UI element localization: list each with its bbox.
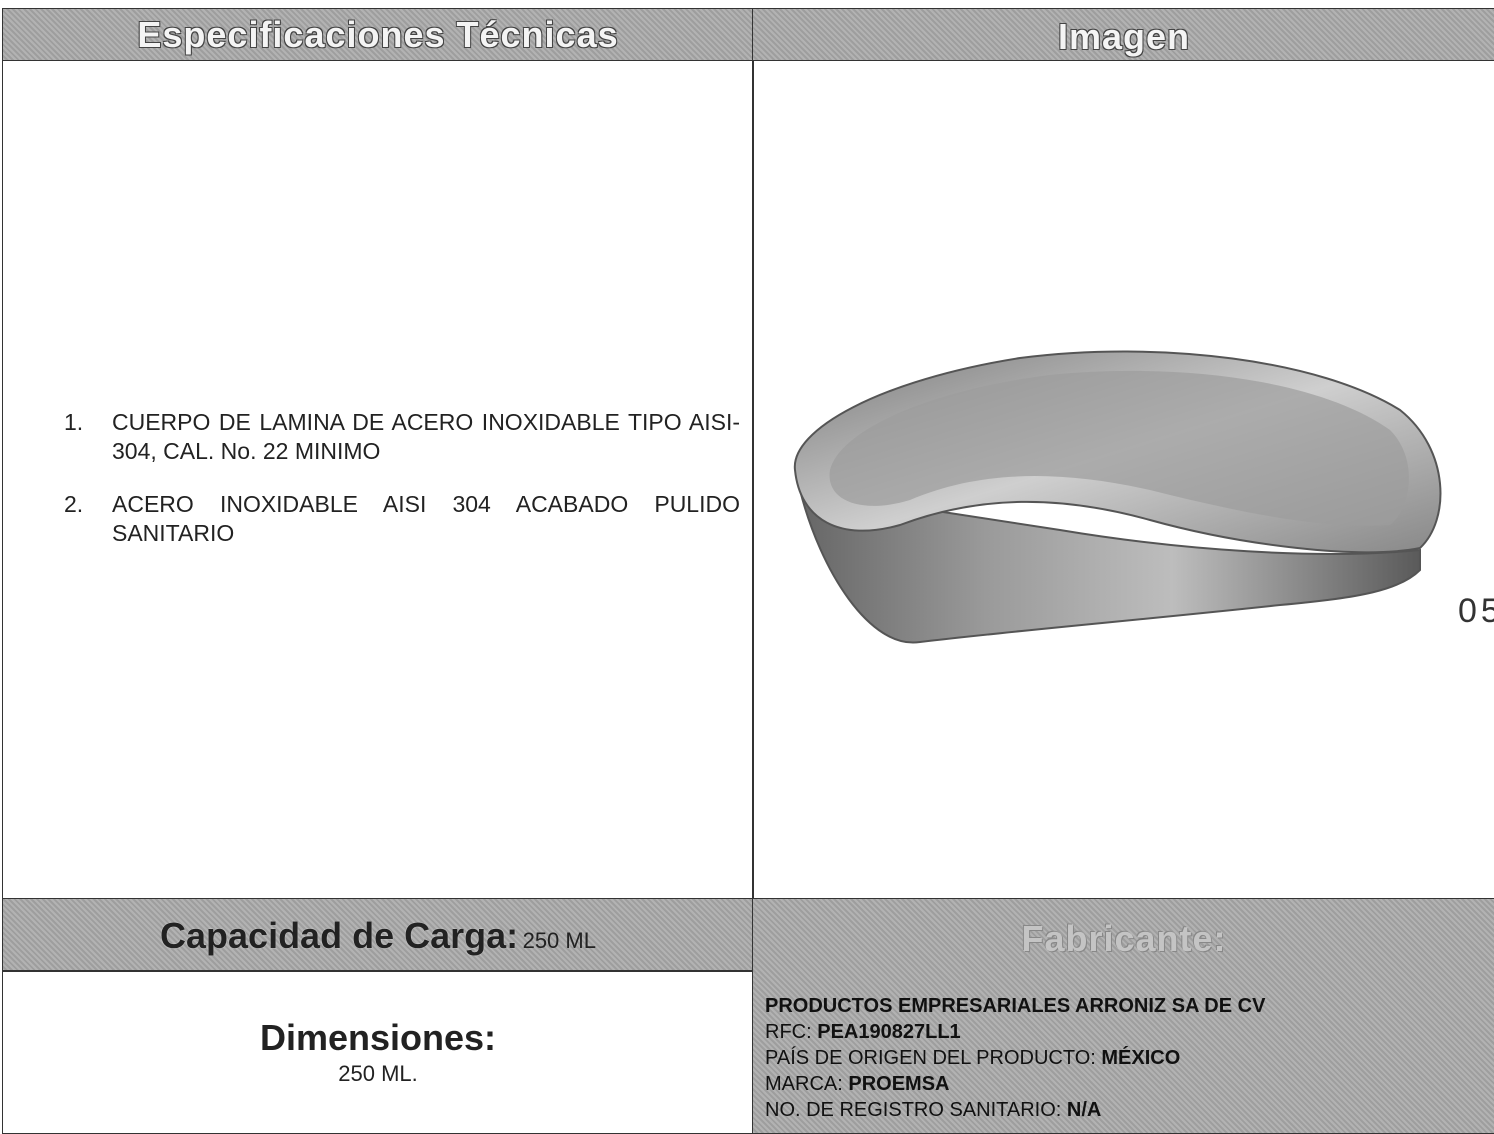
specs-cell <box>2 60 754 900</box>
field-label: MARCA: <box>765 1073 843 1095</box>
manufacturer-cell: Fabricante: PRODUCTOS EMPRESARIALES ARRO… <box>752 898 1494 1134</box>
kidney-dish-image <box>793 350 1442 644</box>
manufacturer-name: PRODUCTOS EMPRESARIALES ARRONIZ SA DE CV <box>765 995 1266 1017</box>
header-cell: Imagen <box>752 8 1494 61</box>
capacity-value: 250 ML <box>522 928 596 953</box>
field-value: PEA190827LL1 <box>817 1021 961 1043</box>
page-mark: 05 <box>1458 592 1494 630</box>
specs-title: Especificaciones Técnicas <box>137 14 619 55</box>
spec-text: CUERPO DE LAMINA DE ACERO INOXIDABLE TIP… <box>112 409 740 464</box>
spec-item: 1. CUERPO DE LAMINA DE ACERO INOXIDABLE … <box>64 408 740 466</box>
dimensions-value: 250 ML. <box>338 1061 418 1086</box>
capacity-label: Capacidad de Carga: <box>160 915 519 956</box>
spec-text: ACERO INOXIDABLE AISI 304 ACABADO PULIDO… <box>112 491 740 546</box>
spec-number: 2. <box>64 491 84 517</box>
spec-number: 1. <box>64 409 84 435</box>
image-title: Imagen <box>1057 16 1191 57</box>
field-value: MÉXICO <box>1101 1047 1181 1069</box>
dish-inside <box>829 370 1409 526</box>
spec-item: 2. ACERO INOXIDABLE AISI 304 ACABADO PUL… <box>64 490 740 548</box>
field-value: PROEMSA <box>848 1073 950 1095</box>
field-label: PAÍS DE ORIGEN DEL PRODUCTO: <box>765 1047 1096 1069</box>
dimensions-cell: Dimensiones: 250 ML. <box>2 970 754 1134</box>
header-cell: Especificaciones Técnicas <box>2 8 754 61</box>
dimensions-label: Dimensiones: <box>259 1017 497 1058</box>
field-value: N/A <box>1066 1099 1102 1121</box>
capacity-cell: Capacidad de Carga: 250 ML <box>2 898 754 972</box>
dish-body <box>798 488 1421 644</box>
field-label: NO. DE REGISTRO SANITARIO: <box>765 1099 1062 1121</box>
manufacturer-title: Fabricante: <box>1021 918 1227 959</box>
field-label: RFC: <box>765 1021 812 1043</box>
manufacturer-info: PRODUCTOS EMPRESARIALES ARRONIZ SA DE CV… <box>765 993 1265 1123</box>
